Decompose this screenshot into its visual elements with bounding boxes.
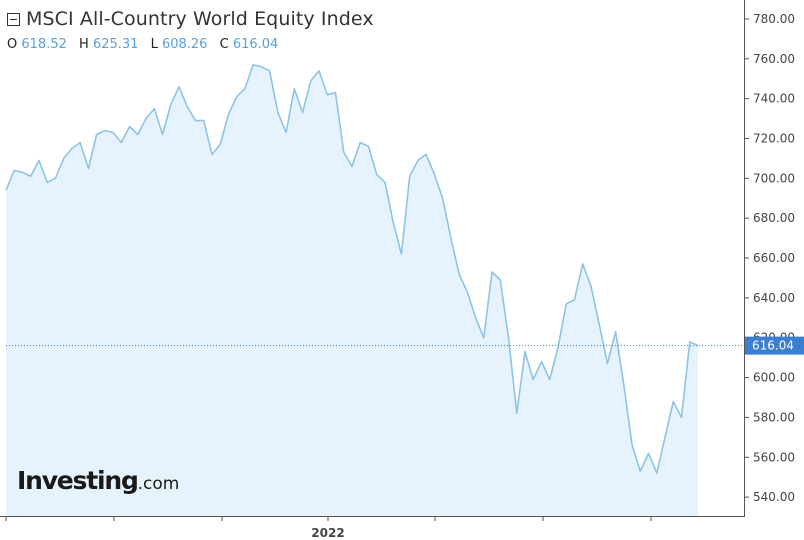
area-fill — [6, 64, 698, 517]
y-tick-label: 780.00 — [753, 12, 795, 26]
close-label: C — [219, 37, 229, 52]
logo-tld-text: .com — [137, 474, 180, 494]
x-tick-label: 2022 — [311, 526, 344, 540]
low-value: 608.26 — [161, 37, 208, 52]
y-tick-label: 760.00 — [753, 52, 795, 66]
last-price-tag-label: 616.04 — [752, 339, 794, 353]
y-tick-label: 600.00 — [753, 371, 795, 385]
y-tick-label: 740.00 — [753, 92, 795, 106]
y-tick-label: 560.00 — [753, 450, 795, 464]
close-value: 616.04 — [232, 37, 279, 52]
high-value: 625.31 — [92, 37, 139, 52]
y-tick-label: 660.00 — [753, 251, 795, 265]
y-tick-label: 640.00 — [753, 291, 795, 305]
last-price-tag — [745, 336, 804, 355]
open-label: O — [7, 37, 18, 52]
chart-title: MSCI All-Country World Equity Index — [26, 8, 374, 30]
collapse-icon[interactable] — [7, 12, 20, 26]
y-tick-label: 680.00 — [753, 211, 795, 225]
investing-logo: Investing.com — [17, 466, 179, 495]
logo-main-text: Investing — [17, 466, 139, 495]
plot-area — [5, 64, 744, 517]
low-label: L — [150, 37, 158, 52]
high-label: H — [79, 37, 89, 52]
chart-header: MSCI All-Country World Equity Index — [7, 7, 374, 31]
ohlc-readout: O 618.52 H 625.31 L 608.26 C 616.04 — [7, 37, 286, 52]
price-line — [5, 64, 699, 475]
open-value: 618.52 — [21, 37, 67, 52]
y-tick-label: 540.00 — [753, 490, 795, 504]
y-tick-label: 700.00 — [753, 171, 795, 185]
y-tick-label: 580.00 — [753, 410, 795, 424]
y-tick-label: 720.00 — [753, 131, 795, 145]
